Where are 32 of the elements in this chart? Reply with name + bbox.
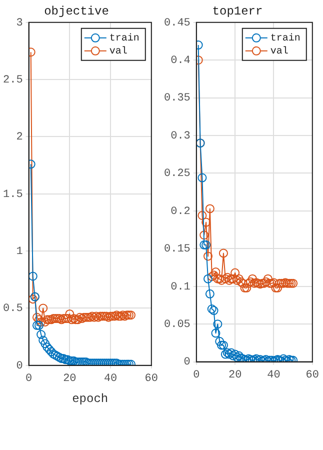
y-tick-label: 0.45	[164, 17, 190, 30]
y-tick-label: 0.3	[170, 130, 190, 142]
y-tick-label: 0	[16, 360, 23, 372]
chart-title: objective	[44, 4, 109, 18]
legend-label: val	[109, 46, 128, 58]
y-tick-label: 1	[16, 246, 24, 258]
x-tick-label: 20	[63, 372, 76, 385]
y-tick-label: 0.1	[170, 281, 191, 294]
x-tick-label: 0	[193, 369, 200, 382]
y-tick-label: 2.5	[2, 74, 23, 86]
x-tick-label: 20	[228, 369, 242, 382]
y-tick-label: 0.4	[170, 55, 191, 68]
y-tick-label: 0	[184, 356, 190, 369]
y-tick-label: 0.15	[164, 244, 190, 256]
y-tick-label: 3	[16, 17, 23, 30]
legend-label: val	[270, 46, 288, 58]
y-tick-label: 0.35	[164, 92, 190, 105]
y-tick-label: 0.05	[164, 318, 190, 331]
legend-label: train	[270, 32, 300, 45]
chart-title: top1err	[212, 4, 263, 18]
legend-label: train	[109, 32, 140, 45]
x-tick-label: 60	[306, 369, 319, 382]
x-tick-label: 40	[267, 369, 280, 382]
y-tick-label: 0.25	[164, 168, 190, 180]
x-axis-title: epoch	[72, 392, 108, 406]
x-tick-label: 0	[26, 372, 32, 385]
y-tick-label: 0.5	[2, 303, 23, 316]
y-tick-label: 0.2	[170, 206, 190, 218]
y-tick-label: 1.5	[2, 188, 23, 201]
y-tick-label: 2	[16, 132, 23, 144]
x-tick-label: 40	[104, 372, 118, 385]
x-tick-label: 60	[144, 372, 158, 385]
